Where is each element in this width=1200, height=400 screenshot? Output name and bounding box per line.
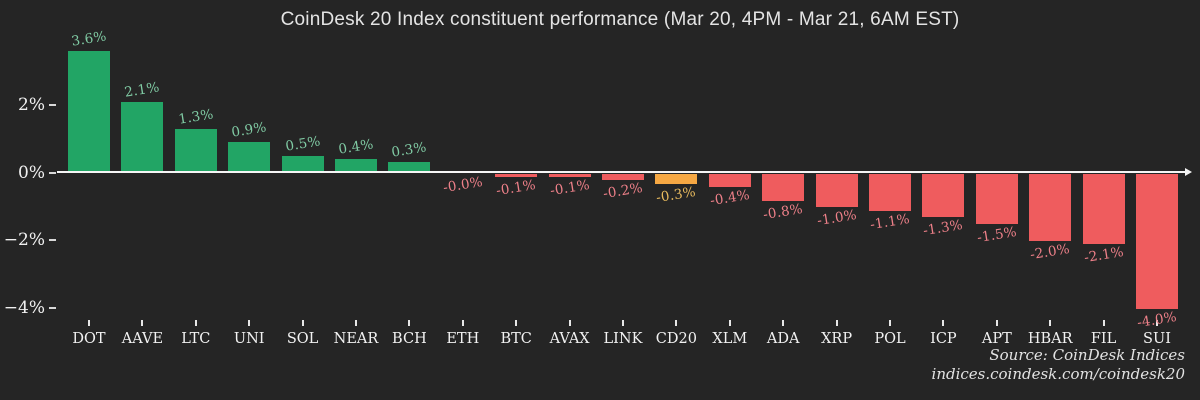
x-label-LTC: LTC bbox=[181, 331, 211, 347]
source-line: Source: CoinDesk Indices bbox=[989, 346, 1185, 364]
bar-CD20 bbox=[655, 173, 698, 184]
y-tick-label: 0% bbox=[18, 162, 45, 183]
bar-ICP bbox=[922, 173, 965, 218]
y-tick-0: 0% bbox=[0, 162, 56, 184]
x-label-CD20: CD20 bbox=[655, 331, 697, 347]
x-label-LINK: LINK bbox=[603, 331, 643, 347]
y-tick--4: −4% bbox=[0, 297, 56, 319]
zero-baseline bbox=[57, 171, 1185, 173]
x-tick-XLM bbox=[728, 320, 731, 326]
x-label-DOT: DOT bbox=[72, 331, 106, 347]
x-label-AVAX: AVAX bbox=[549, 331, 590, 347]
bar-UNI bbox=[228, 142, 271, 173]
x-label-SOL: SOL bbox=[286, 331, 319, 347]
x-tick-SOL bbox=[301, 320, 304, 326]
value-label-SUI: -4.0% bbox=[1136, 308, 1178, 331]
x-tick-NEAR bbox=[355, 320, 357, 326]
source-url: indices.coindesk.com/coindesk20 bbox=[931, 365, 1185, 383]
y-tick--2: −2% bbox=[0, 229, 56, 251]
bar-HBAR bbox=[1029, 173, 1072, 241]
x-tick-LTC bbox=[194, 320, 197, 326]
bar-SOL bbox=[281, 155, 324, 173]
x-tick-BTC bbox=[515, 320, 518, 326]
x-label-ETH: ETH bbox=[446, 331, 480, 347]
bar-APT bbox=[975, 173, 1018, 225]
x-tick-XRP bbox=[835, 320, 838, 326]
y-tick-mark bbox=[49, 306, 56, 309]
x-label-ICP: ICP bbox=[930, 331, 957, 347]
x-label-SUI: SUI bbox=[1143, 331, 1171, 347]
x-label-ADA: ADA bbox=[766, 331, 800, 347]
x-tick-CD20 bbox=[675, 320, 678, 326]
x-label-XRP: XRP bbox=[821, 331, 853, 347]
x-label-FIL: FIL bbox=[1090, 331, 1117, 347]
x-label-BTC: BTC bbox=[500, 331, 532, 347]
y-tick-label: −4% bbox=[3, 297, 45, 318]
x-tick-DOT bbox=[88, 320, 90, 326]
x-tick-ICP bbox=[942, 320, 945, 326]
y-tick-mark bbox=[49, 171, 56, 174]
chart-title: CoinDesk 20 Index constituent performanc… bbox=[280, 9, 960, 30]
bar-SUI bbox=[1136, 173, 1178, 309]
x-label-POL: POL bbox=[874, 331, 906, 347]
value-label-AAVE: 2.1% bbox=[123, 78, 161, 101]
bar-LTC bbox=[174, 128, 217, 173]
x-tick-UNI bbox=[248, 320, 251, 326]
bar-XLM bbox=[708, 173, 751, 187]
x-tick-ADA bbox=[782, 320, 785, 326]
bar-ADA bbox=[762, 173, 805, 201]
value-label-UNI: 0.9% bbox=[230, 119, 268, 141]
bar-DOT bbox=[68, 51, 110, 173]
x-tick-AVAX bbox=[568, 320, 571, 326]
x-label-AAVE: AAVE bbox=[121, 331, 164, 347]
x-label-NEAR: NEAR bbox=[333, 331, 379, 347]
axis-arrow-icon bbox=[1185, 168, 1192, 176]
x-tick-SUI bbox=[1156, 320, 1158, 326]
x-tick-APT bbox=[995, 320, 998, 326]
x-tick-FIL bbox=[1102, 320, 1105, 326]
y-tick-label: 2% bbox=[18, 95, 45, 115]
x-label-APT: APT bbox=[981, 331, 1012, 347]
bar-BCH bbox=[388, 162, 431, 173]
x-label-UNI: UNI bbox=[233, 331, 265, 347]
x-tick-LINK bbox=[622, 320, 624, 326]
bar-BTC bbox=[495, 173, 538, 177]
bar-AAVE bbox=[121, 101, 164, 173]
y-tick-mark bbox=[49, 104, 56, 106]
x-tick-POL bbox=[889, 320, 891, 326]
y-tick-mark bbox=[49, 239, 56, 241]
x-tick-BCH bbox=[408, 320, 411, 326]
y-tick-label: −2% bbox=[3, 230, 45, 250]
x-label-HBAR: HBAR bbox=[1027, 331, 1073, 347]
x-tick-AAVE bbox=[141, 320, 144, 326]
x-tick-HBAR bbox=[1049, 320, 1052, 326]
x-label-BCH: BCH bbox=[392, 331, 427, 347]
bar-NEAR bbox=[335, 159, 377, 173]
source-credit: Source: CoinDesk Indices indices.coindes… bbox=[932, 346, 1185, 384]
bar-XRP bbox=[815, 173, 858, 208]
bar-AVAX bbox=[548, 173, 591, 177]
bar-POL bbox=[869, 173, 911, 211]
y-tick-2: 2% bbox=[0, 94, 56, 116]
x-label-XLM: XLM bbox=[712, 331, 748, 347]
x-tick-ETH bbox=[461, 320, 464, 326]
bar-LINK bbox=[602, 173, 644, 181]
bar-FIL bbox=[1082, 173, 1125, 245]
